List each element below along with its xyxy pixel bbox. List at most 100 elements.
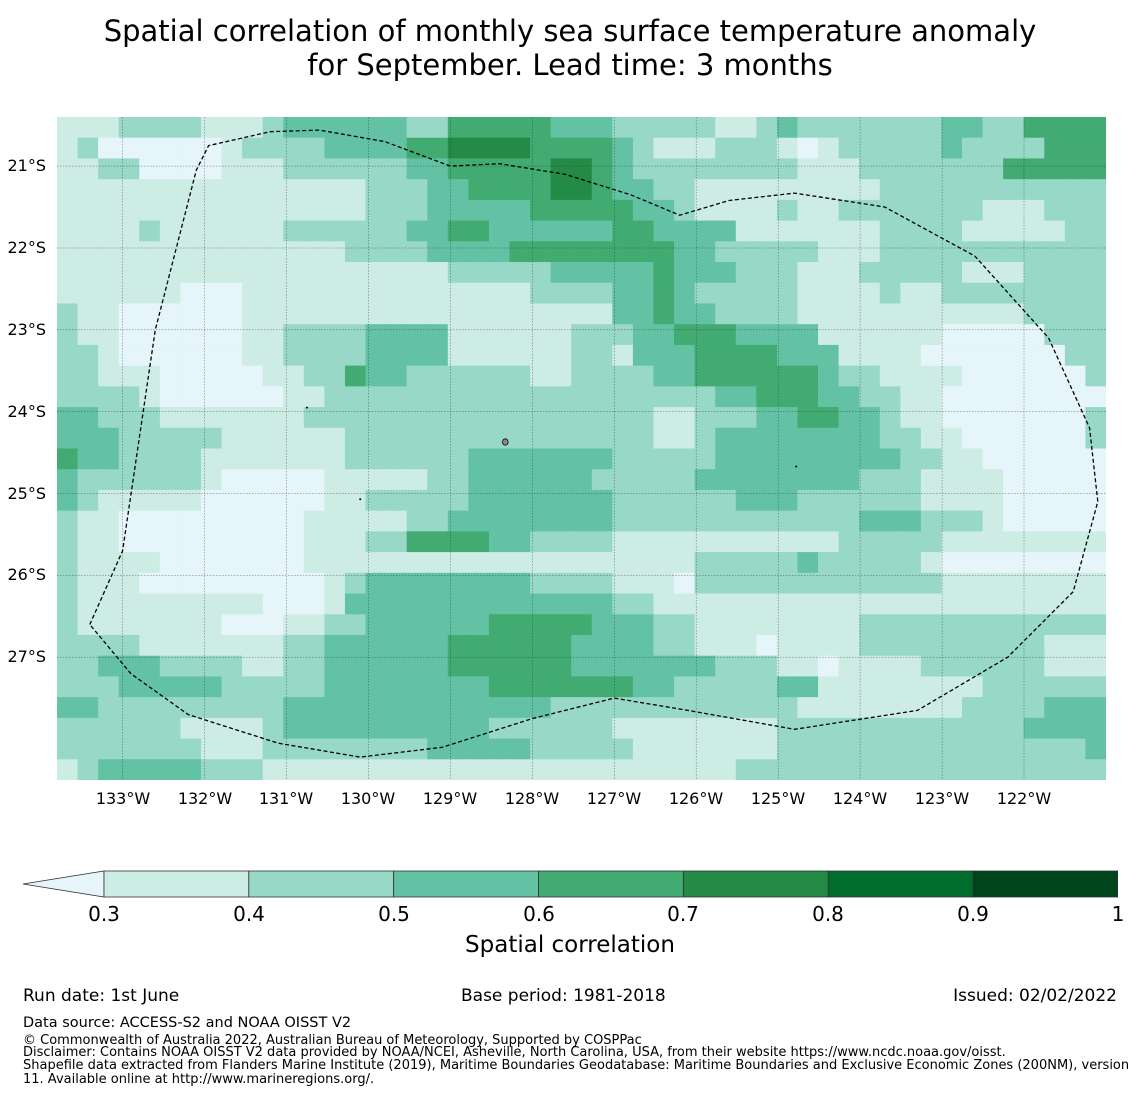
- correlation-cell: [365, 531, 387, 553]
- correlation-cell: [838, 262, 860, 284]
- correlation-cell: [1085, 655, 1106, 678]
- correlation-cell: [159, 324, 182, 346]
- correlation-cell: [98, 365, 120, 387]
- correlation-cell: [962, 759, 984, 780]
- correlation-cell: [756, 738, 778, 760]
- correlation-cell: [98, 759, 120, 780]
- correlation-cell: [139, 697, 161, 719]
- correlation-cell: [962, 262, 984, 284]
- correlation-cell: [57, 759, 79, 780]
- correlation-cell: [283, 137, 305, 160]
- correlation-cell: [468, 386, 490, 408]
- correlation-cell: [715, 759, 737, 780]
- correlation-cell: [818, 117, 840, 139]
- correlation-cell: [427, 179, 449, 201]
- correlation-cell: [550, 552, 572, 574]
- correlation-cell: [406, 179, 428, 201]
- correlation-cell: [365, 241, 387, 263]
- correlation-cell: [180, 738, 202, 760]
- correlation-cell: [735, 510, 757, 532]
- correlation-cell: [509, 489, 531, 512]
- correlation-cell: [674, 572, 696, 595]
- correlation-cell: [344, 262, 367, 284]
- correlation-cell: [900, 614, 922, 636]
- correlation-cell: [776, 303, 799, 325]
- correlation-cell: [303, 593, 325, 615]
- correlation-cell: [776, 634, 799, 657]
- correlation-cell: [530, 634, 552, 657]
- correlation-cell: [1064, 759, 1087, 780]
- correlation-cell: [920, 593, 943, 615]
- correlation-cell: [1023, 552, 1045, 574]
- correlation-cell: [962, 427, 984, 450]
- correlation-cell: [386, 199, 408, 222]
- correlation-cell: [612, 717, 634, 740]
- correlation-cell: [962, 655, 984, 678]
- correlation-cell: [571, 262, 593, 284]
- correlation-cell: [180, 386, 202, 408]
- correlation-cell: [200, 697, 223, 719]
- correlation-cell: [1003, 510, 1025, 532]
- correlation-cell: [139, 344, 161, 367]
- correlation-cell: [632, 552, 655, 574]
- correlation-cell: [159, 241, 182, 263]
- correlation-cell: [879, 158, 901, 180]
- correlation-cell: [797, 117, 819, 139]
- correlation-cell: [98, 510, 120, 532]
- correlation-cell: [139, 365, 161, 387]
- correlation-cell: [283, 158, 305, 180]
- correlation-cell: [756, 634, 778, 657]
- correlation-cell: [1085, 676, 1106, 698]
- correlation-cell: [509, 469, 531, 491]
- correlation-cell: [139, 634, 161, 657]
- correlation-cell: [756, 448, 778, 470]
- correlation-cell: [879, 634, 901, 657]
- correlation-cell: [386, 593, 408, 615]
- correlation-cell: [221, 241, 243, 263]
- correlation-cell: [1023, 158, 1045, 180]
- correlation-cell: [797, 738, 819, 760]
- map-canvas[interactable]: [57, 117, 1106, 780]
- correlation-cell: [571, 365, 593, 387]
- correlation-cell: [1023, 510, 1045, 532]
- correlation-cell: [756, 572, 778, 595]
- correlation-cell: [1023, 448, 1045, 470]
- correlation-cell: [797, 282, 819, 305]
- correlation-cell: [344, 324, 367, 346]
- correlation-cell: [818, 179, 840, 201]
- correlation-cell: [98, 137, 120, 160]
- correlation-cell: [818, 531, 840, 553]
- correlation-cell: [180, 220, 202, 242]
- correlation-cell: [776, 572, 799, 595]
- correlation-cell: [57, 262, 79, 284]
- correlation-cell: [221, 531, 243, 553]
- correlation-cell: [900, 407, 922, 429]
- correlation-cell: [1044, 262, 1066, 284]
- correlation-cell: [879, 282, 901, 305]
- correlation-cell: [632, 365, 655, 387]
- correlation-cell: [283, 593, 305, 615]
- correlation-cell: [283, 717, 305, 740]
- correlation-cell: [591, 220, 613, 242]
- correlation-cell: [776, 510, 799, 532]
- correlation-cell: [468, 572, 490, 595]
- correlation-cell: [571, 510, 593, 532]
- correlation-cell: [530, 469, 552, 491]
- correlation-cell: [694, 572, 716, 595]
- correlation-cell: [715, 386, 737, 408]
- correlation-cell: [982, 324, 1004, 346]
- correlation-map[interactable]: [57, 117, 1106, 780]
- correlation-cell: [632, 717, 655, 740]
- correlation-cell: [776, 344, 799, 367]
- correlation-cell: [653, 697, 675, 719]
- correlation-cell: [1044, 386, 1066, 408]
- correlation-cell: [447, 676, 469, 698]
- correlation-cell: [139, 738, 161, 760]
- correlation-cell: [571, 531, 593, 553]
- correlation-cell: [242, 282, 264, 305]
- correlation-cell: [776, 593, 799, 615]
- correlation-cell: [98, 717, 120, 740]
- correlation-cell: [818, 365, 840, 387]
- correlation-cell: [303, 220, 325, 242]
- correlation-cell: [344, 179, 367, 201]
